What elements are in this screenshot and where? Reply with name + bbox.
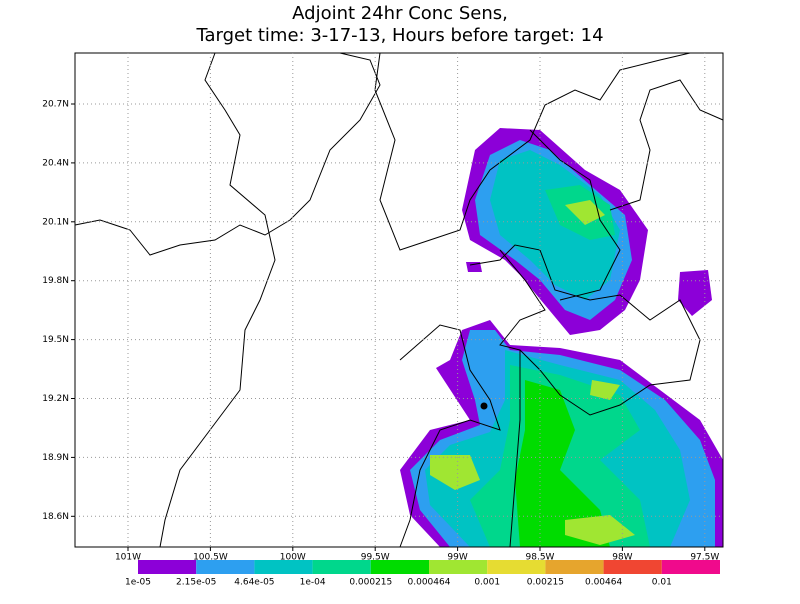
colorbar-label: 0.000464 bbox=[408, 578, 451, 588]
lat-label: 18.9N bbox=[42, 453, 69, 463]
colorbar-label: 0.01 bbox=[652, 578, 672, 588]
lat-label: 20.7N bbox=[42, 100, 69, 110]
lon-label: 98.5W bbox=[526, 553, 555, 563]
lon-label: 99.5W bbox=[361, 553, 390, 563]
lat-label: 20.4N bbox=[42, 158, 69, 168]
lat-label: 19.8N bbox=[42, 276, 69, 286]
borders bbox=[74, 52, 724, 548]
lat-label: 20.1N bbox=[42, 217, 69, 227]
sensitivity-field bbox=[400, 128, 723, 547]
colorbar-label: 1e-04 bbox=[300, 578, 326, 588]
colorbar-box bbox=[312, 560, 371, 574]
colorbar-label: 0.000215 bbox=[349, 578, 392, 588]
colorbar-box bbox=[370, 560, 429, 574]
lat-label: 18.6N bbox=[42, 512, 69, 522]
colorbar-box bbox=[487, 560, 546, 574]
colorbar-box bbox=[603, 560, 662, 574]
lat-label: 19.5N bbox=[42, 335, 69, 345]
colorbar-label: 0.00464 bbox=[585, 578, 622, 588]
plot-frame bbox=[74, 52, 724, 548]
lon-label: 97.5W bbox=[690, 553, 719, 563]
title-line: Target time: 3-17-13, Hours before targe… bbox=[195, 25, 603, 46]
colorbar-label: 1e-05 bbox=[125, 578, 151, 588]
lon-label: 101W bbox=[115, 553, 141, 563]
lat-label: 19.2N bbox=[42, 394, 69, 404]
lon-label: 98W bbox=[612, 553, 632, 563]
colorbar-label: 0.001 bbox=[474, 578, 500, 588]
colorbar-label: 4.64e-05 bbox=[234, 578, 274, 588]
colorbar-box bbox=[661, 560, 720, 574]
colorbar-box bbox=[196, 560, 255, 574]
colorbar-label: 0.00215 bbox=[527, 578, 564, 588]
colorbar-label: 2.15e-05 bbox=[176, 578, 216, 588]
lon-label: 99W bbox=[447, 553, 467, 563]
colorbar-box bbox=[254, 560, 313, 574]
target-point bbox=[480, 402, 488, 410]
colorbar-box bbox=[138, 560, 197, 574]
lon-label: 100W bbox=[280, 553, 306, 563]
lon-label: 100.5W bbox=[193, 553, 228, 563]
colorbar-box bbox=[545, 560, 604, 574]
colorbar-box bbox=[429, 560, 488, 574]
title-line: Adjoint 24hr Conc Sens, bbox=[292, 3, 508, 24]
